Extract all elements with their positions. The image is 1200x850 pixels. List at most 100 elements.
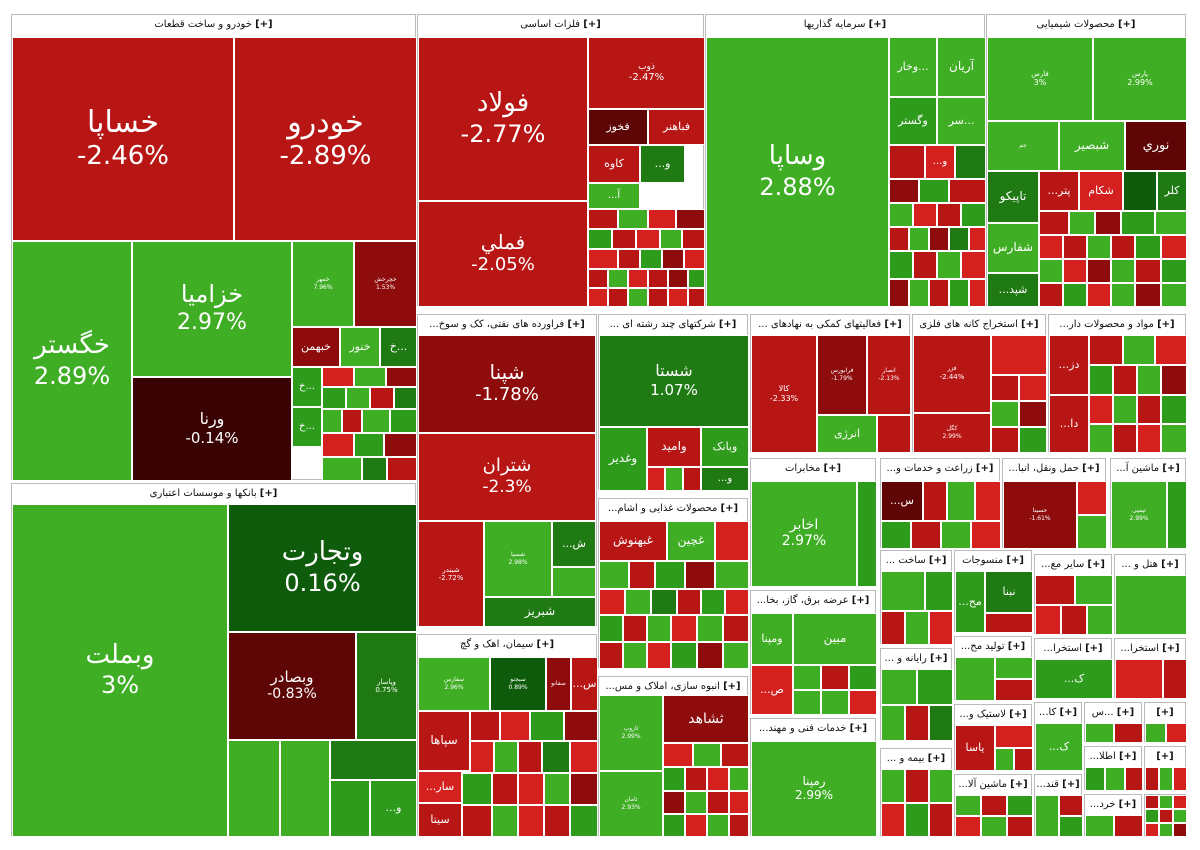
- stock-tile[interactable]: [793, 690, 821, 715]
- stock-tile[interactable]: [1155, 335, 1187, 365]
- stock-tile[interactable]: [322, 409, 342, 433]
- stock-tile[interactable]: [685, 814, 707, 837]
- stock-tile[interactable]: [1069, 211, 1095, 235]
- stock-tile[interactable]: [518, 741, 542, 773]
- stock-tile[interactable]: [663, 814, 685, 837]
- tile-ansari[interactable]: انصار -2.13%: [867, 335, 911, 415]
- sector-header[interactable]: [+] بیمه و ...: [881, 749, 951, 769]
- stock-tile[interactable]: [676, 209, 705, 229]
- tile-foolaz[interactable]: فزر -2.44%: [913, 335, 991, 413]
- stock-tile[interactable]: [1135, 259, 1161, 283]
- stock-tile[interactable]: [492, 773, 518, 805]
- stock-tile[interactable]: [881, 611, 905, 645]
- stock-tile[interactable]: [929, 227, 949, 251]
- stock-tile[interactable]: [588, 209, 618, 229]
- stock-tile[interactable]: [612, 229, 636, 249]
- stock-tile[interactable]: [707, 767, 729, 791]
- stock-tile[interactable]: [1137, 395, 1161, 424]
- sector-header[interactable]: [+] عرضه برق، گاز، بخا...: [751, 591, 875, 611]
- stock-tile[interactable]: [923, 481, 947, 521]
- stock-tile[interactable]: [470, 711, 500, 741]
- stock-tile[interactable]: [1145, 723, 1166, 743]
- tile-sfanoos[interactable]: سفانو: [546, 657, 571, 711]
- stock-tile[interactable]: [969, 279, 986, 307]
- stock-tile[interactable]: [648, 288, 668, 307]
- stock-tile[interactable]: [648, 269, 668, 288]
- stock-tile[interactable]: [1105, 767, 1125, 791]
- stock-tile[interactable]: [628, 288, 648, 307]
- sector-header[interactable]: [+] زراعت و خدمات و...: [881, 459, 999, 479]
- tile-khenour[interactable]: خنور: [340, 327, 380, 367]
- stock-tile[interactable]: [955, 816, 981, 837]
- stock-tile[interactable]: [729, 814, 749, 837]
- stock-tile[interactable]: [723, 615, 749, 642]
- tile-vatejarat[interactable]: وتجارت 0.16%: [228, 504, 417, 632]
- stock-tile[interactable]: [881, 705, 905, 741]
- tile-vabank[interactable]: وبانک: [701, 427, 749, 467]
- sector-header[interactable]: [+] محصولات شیمیایی: [987, 15, 1185, 35]
- stock-tile[interactable]: [1111, 283, 1135, 307]
- stock-tile[interactable]: [648, 209, 676, 229]
- stock-tile[interactable]: [881, 571, 925, 611]
- stock-tile[interactable]: [905, 769, 929, 803]
- stock-tile[interactable]: [1114, 815, 1143, 837]
- tile-fameli[interactable]: فملي -2.05%: [418, 201, 588, 307]
- stock-tile[interactable]: [881, 521, 911, 549]
- tile-shtran[interactable]: شتران -2.3%: [418, 433, 596, 521]
- tile-sar[interactable]: سر...: [937, 97, 986, 145]
- sector-header[interactable]: [+] منسوجات: [955, 551, 1031, 571]
- stock-tile[interactable]: [909, 227, 929, 251]
- stock-tile[interactable]: [1089, 335, 1123, 365]
- sector-header[interactable]: [+] سیمان، اهک و گچ: [418, 635, 596, 655]
- stock-tile[interactable]: [647, 467, 665, 491]
- stock-tile[interactable]: [929, 611, 953, 645]
- stock-tile[interactable]: [881, 803, 905, 837]
- stock-tile[interactable]: [793, 665, 821, 690]
- sector-header[interactable]: [+] فعالیتهای کمکی به نهادهای ...: [751, 315, 909, 335]
- stock-tile[interactable]: [1123, 335, 1155, 365]
- stock-tile[interactable]: [354, 367, 386, 387]
- stock-tile[interactable]: [905, 705, 929, 741]
- stock-tile[interactable]: [1113, 395, 1137, 424]
- stock-tile[interactable]: [947, 481, 975, 521]
- tile-kh1[interactable]: خ...: [380, 327, 417, 367]
- sector-header[interactable]: [+]: [1145, 747, 1185, 767]
- stock-tile[interactable]: [905, 803, 929, 837]
- stock-tile[interactable]: [387, 457, 417, 481]
- stock-tile[interactable]: [346, 387, 370, 409]
- stock-tile[interactable]: [1121, 211, 1155, 235]
- stock-tile[interactable]: [570, 741, 598, 773]
- tile-shbasir[interactable]: شبصير: [1059, 121, 1125, 171]
- stock-tile[interactable]: [981, 816, 1007, 837]
- stock-tile[interactable]: [929, 705, 953, 741]
- tile-shafars[interactable]: شفارس: [987, 223, 1039, 273]
- tile-sar2[interactable]: ...سار: [418, 771, 462, 803]
- tile-shasta[interactable]: شستا 1.07%: [599, 335, 749, 427]
- stock-tile[interactable]: [905, 611, 929, 645]
- stock-tile[interactable]: [542, 741, 570, 773]
- stock-tile[interactable]: [660, 229, 682, 249]
- tile-tapiko[interactable]: تاپیکو: [987, 171, 1039, 223]
- stock-tile[interactable]: [941, 521, 971, 549]
- tile-foolad[interactable]: فولاد -2.77%: [418, 37, 588, 201]
- stock-tile[interactable]: [1061, 605, 1087, 635]
- stock-tile[interactable]: [530, 711, 564, 741]
- stock-tile[interactable]: [1173, 767, 1187, 791]
- stock-tile[interactable]: [937, 251, 961, 279]
- stock-tile[interactable]: [913, 251, 937, 279]
- tile-ss[interactable]: ...س: [571, 657, 598, 711]
- stock-tile[interactable]: [995, 748, 1014, 771]
- stock-tile[interactable]: [725, 589, 749, 615]
- tile-shpd[interactable]: ...شپد: [987, 273, 1039, 307]
- stock-tile[interactable]: [682, 229, 705, 249]
- stock-tile[interactable]: [384, 433, 417, 457]
- stock-tile[interactable]: [1163, 659, 1187, 699]
- tile-mbin[interactable]: مبین: [793, 613, 877, 665]
- stock-tile[interactable]: [685, 767, 707, 791]
- stock-tile[interactable]: [707, 791, 729, 814]
- stock-tile[interactable]: [1155, 211, 1187, 235]
- stock-tile[interactable]: [462, 805, 492, 837]
- stock-tile[interactable]: [697, 615, 723, 642]
- sector-header[interactable]: [+] فراورده های نفتی، کک و سوخ...: [418, 315, 596, 335]
- tile-fa[interactable]: ...آ: [588, 183, 640, 209]
